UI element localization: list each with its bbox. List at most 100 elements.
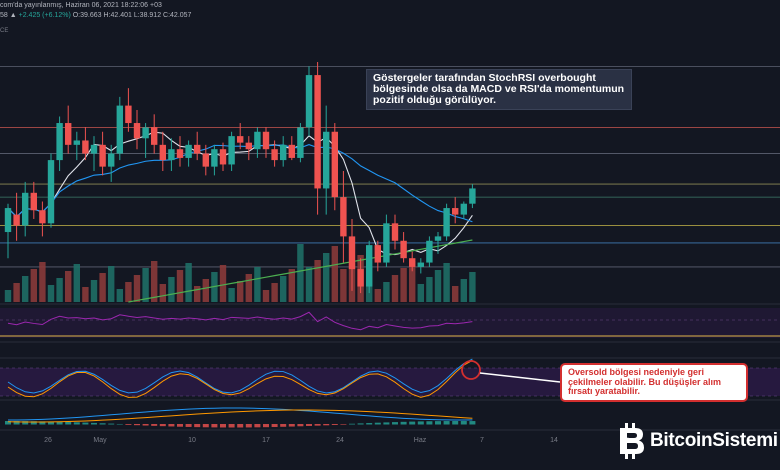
macd-histogram-bar: [56, 421, 63, 425]
volume-bar: [331, 246, 338, 302]
candle-body: [237, 136, 244, 143]
volume-bar: [125, 282, 132, 302]
volume-bar: [400, 268, 407, 302]
candle-body: [391, 223, 399, 241]
candle-body: [340, 197, 347, 237]
macd-histogram-bar: [211, 424, 218, 428]
candle-body: [348, 236, 356, 270]
macd-histogram-bar: [237, 424, 244, 428]
macd-histogram-bar: [263, 424, 269, 428]
macd-signal-line: [7, 409, 473, 423]
macd-histogram-bar: [73, 422, 80, 425]
annotation-connector: [479, 372, 561, 383]
macd-histogram-bar: [39, 421, 46, 425]
volume-bar: [133, 275, 141, 302]
macd-histogram-bar: [254, 424, 261, 428]
volume-bar: [469, 272, 476, 302]
macd-histogram-bar: [443, 421, 450, 425]
exchange-label: CE: [0, 28, 9, 34]
volume-bar: [22, 276, 29, 302]
candle-body: [159, 144, 166, 161]
macd-histogram-bar: [48, 421, 54, 425]
candle-body: [65, 123, 72, 145]
volume-bar: [228, 288, 235, 302]
macd-histogram-bar: [288, 424, 295, 427]
macd-histogram-bar: [280, 424, 287, 427]
volume-bar: [65, 271, 72, 302]
macd-histogram-bar: [82, 422, 89, 425]
candle-body: [116, 105, 123, 154]
candle-body: [434, 236, 442, 241]
volume-bar: [237, 281, 244, 302]
macd-histogram-bar: [366, 423, 373, 425]
stoch-k-line: [7, 358, 473, 394]
macd-histogram-bar: [194, 424, 201, 428]
volume-bar: [452, 286, 459, 302]
volume-bar: [262, 290, 270, 302]
volume-bar: [374, 289, 381, 302]
volume-bar: [443, 263, 450, 302]
volume-bar: [305, 267, 313, 302]
macd-histogram-bar: [125, 424, 132, 425]
candle-body: [211, 149, 218, 167]
macd-histogram-bar: [202, 424, 209, 428]
volume-bar: [194, 286, 201, 302]
x-tick-label: 17: [262, 437, 270, 444]
macd-histogram-bar: [400, 421, 407, 425]
sma-mid-line: [7, 144, 473, 223]
volume-bar: [202, 279, 209, 302]
macd-histogram-bar: [13, 421, 20, 425]
candle-body: [288, 144, 295, 158]
macd-histogram-bar: [349, 423, 355, 425]
candle-body: [151, 127, 158, 145]
macd-histogram-bar: [30, 421, 37, 425]
candle-body: [219, 149, 227, 165]
candle-body: [374, 245, 381, 263]
candle-body: [426, 240, 433, 263]
volume-bar: [159, 284, 166, 302]
candle-body: [194, 144, 201, 154]
sma-long-line: [128, 239, 473, 303]
candle-body: [22, 192, 29, 226]
candle-body: [142, 127, 149, 139]
macd-histogram-bar: [5, 421, 11, 425]
volume-bar: [13, 283, 20, 302]
macd-histogram-bar: [108, 423, 115, 425]
macd-histogram-bar: [409, 421, 416, 425]
macd-histogram-bar: [159, 424, 166, 427]
candle-body: [383, 223, 390, 263]
macd-histogram-bar: [245, 424, 252, 428]
candle-body: [262, 131, 270, 150]
x-tick-label: Haz: [414, 437, 427, 444]
macd-histogram-bar: [151, 424, 158, 426]
candle-body: [13, 214, 20, 226]
volume-bar: [460, 279, 467, 302]
macd-histogram-bar: [91, 422, 97, 425]
ohlc-values: O:39.663 H:42.401 L:38.912 C:42.057: [72, 12, 192, 19]
macd-histogram-bar: [417, 421, 424, 425]
volume-bar: [39, 262, 46, 302]
macd-histogram-bar: [297, 424, 304, 427]
candle-body: [331, 131, 338, 198]
candle-body: [176, 149, 184, 158]
macd-histogram-bar: [142, 424, 149, 426]
macd-histogram-bar: [383, 422, 390, 425]
logo-text: BitcoinSistemi: [650, 430, 778, 451]
annotation-bottom: Oversold bölgesi nedeniyle geri çekilmel…: [560, 363, 748, 402]
macd-histogram-bar: [314, 424, 321, 426]
volume-bar: [245, 274, 252, 302]
volume-bar: [99, 273, 106, 302]
x-tick-label: 26: [44, 437, 52, 444]
volume-bar: [82, 287, 89, 302]
macd-histogram-bar: [469, 421, 476, 425]
macd-histogram-bar: [116, 423, 123, 425]
macd-histogram-bar: [306, 424, 312, 426]
macd-histogram-bar: [374, 422, 381, 425]
volume-bar: [168, 277, 175, 302]
volume-bar: [116, 289, 123, 302]
last-price: 58 ▲: [0, 12, 17, 19]
macd-histogram-bar: [340, 424, 347, 425]
macd-histogram-bar: [22, 421, 29, 425]
site-logo: BitcoinSistemi: [616, 419, 778, 463]
